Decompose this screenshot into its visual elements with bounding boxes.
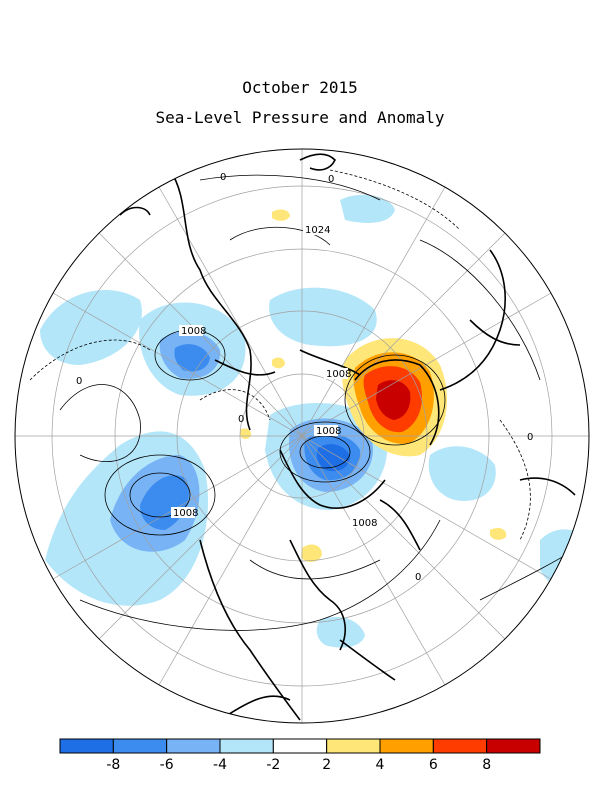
colorbar-ticks: -8 -6 -4 -2 2 4 6 8 — [106, 757, 491, 773]
colorbar-tick-label: 6 — [429, 757, 438, 773]
contour-label: 1008 — [352, 518, 377, 529]
contour-label-group: 1008 1008 1008 1008 1008 1024 0 0 0 0 0 … — [76, 172, 533, 583]
colorbar-tick-label: -8 — [106, 757, 120, 773]
contour-label: 0 — [76, 376, 82, 387]
contour-label: 1024 — [305, 225, 330, 236]
contour-label: 0 — [328, 174, 334, 185]
contour-label: 0 — [527, 432, 533, 443]
colorbar-box — [486, 738, 541, 754]
colorbar-box — [219, 738, 274, 754]
map-subtitle: Sea-Level Pressure and Anomaly — [155, 108, 445, 127]
coastlines — [119, 153, 576, 721]
contour-label: 1008 — [326, 369, 351, 380]
colorbar-box — [59, 738, 114, 754]
colorbar-tick-label: -4 — [213, 757, 227, 773]
colorbar-box — [272, 738, 328, 754]
graticule — [15, 149, 589, 723]
colorbar-tick-label: 4 — [376, 757, 385, 773]
colorbar-tick-label: -6 — [160, 757, 174, 773]
colorbar-boxes — [59, 738, 541, 754]
contour-label: 1008 — [316, 426, 341, 437]
contour-label: 0 — [220, 172, 226, 183]
colorbar-tick-label: 8 — [482, 757, 491, 773]
contour-label: 1008 — [173, 508, 198, 519]
map-boundary — [14, 148, 590, 724]
colorbar-box — [379, 738, 434, 754]
pressure-contours — [29, 169, 589, 631]
contour-label: 1008 — [181, 326, 206, 337]
contour-label: 0 — [415, 572, 421, 583]
colorbar-tick-label: -2 — [266, 757, 280, 773]
anomaly-negative-dark — [110, 331, 373, 552]
colorbar-box — [166, 738, 221, 754]
colorbar-box — [326, 738, 381, 754]
map-title: October 2015 — [242, 78, 358, 97]
colorbar-box — [432, 738, 488, 754]
colorbar-tick-label: 2 — [322, 757, 331, 773]
contour-label: 0 — [238, 414, 244, 425]
colorbar-box — [112, 738, 168, 754]
